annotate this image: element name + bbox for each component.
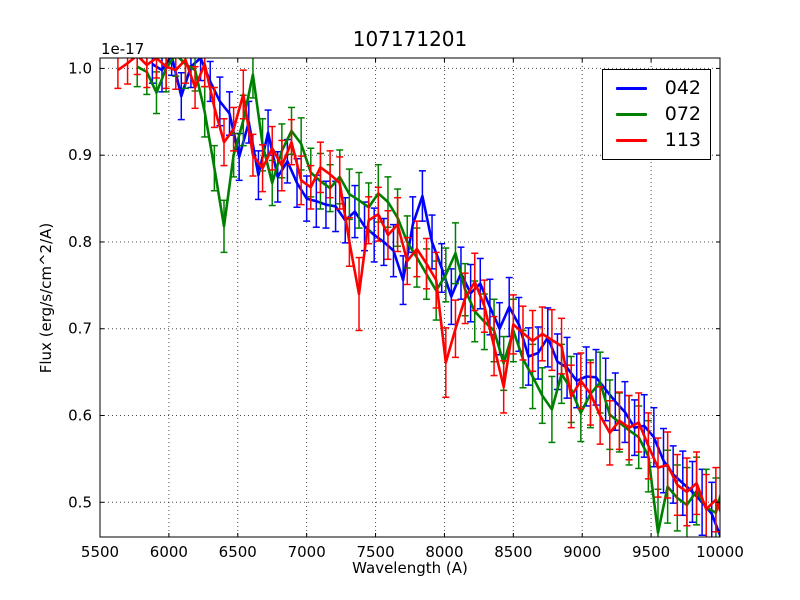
series-113: [114, 58, 720, 537]
x-tick-label: 10000: [696, 543, 744, 561]
legend-entry-113: 113: [616, 131, 701, 150]
legend-line-swatch-green: [616, 113, 647, 116]
x-axis-label: Wavelength (A): [352, 559, 468, 577]
x-tick-label: 8500: [494, 543, 532, 561]
x-tick-label: 7000: [288, 543, 326, 561]
x-tick-label: 6500: [219, 543, 257, 561]
chart-title: 107171201: [352, 27, 468, 51]
y-tick-label: 0.7: [68, 320, 92, 338]
axes-frame: [99, 57, 721, 538]
legend-line-swatch-blue: [616, 87, 647, 90]
x-tick-label: 5500: [81, 543, 119, 561]
y-axis-offset-text: 1e-17: [101, 40, 145, 58]
legend-label: 042: [664, 77, 701, 99]
legend-label: 072: [664, 103, 701, 125]
y-tick-label: 0.8: [68, 233, 92, 251]
y-tick-label: 0.9: [68, 146, 92, 164]
legend-entry-042: 042: [616, 79, 701, 98]
x-tick-label: 6000: [150, 543, 188, 561]
spectrum-line-113: [117, 58, 720, 514]
x-tick-label: 7500: [356, 543, 394, 561]
y-tick-label: 0.5: [68, 493, 92, 511]
spectrum-line-072: [136, 58, 720, 535]
legend-label: 113: [664, 129, 701, 151]
x-tick-label: 9000: [563, 543, 601, 561]
legend: 042 072 113: [602, 69, 711, 160]
legend-line-swatch-red: [616, 139, 647, 142]
y-tick-label: 1.0: [68, 59, 92, 77]
x-tick-label: 8000: [425, 543, 463, 561]
y-axis-label: Flux (erg/s/cm^2/A): [37, 222, 55, 374]
x-tick-label: 9500: [632, 543, 670, 561]
legend-entry-072: 072: [616, 105, 701, 124]
y-tick-label: 0.6: [68, 407, 92, 425]
